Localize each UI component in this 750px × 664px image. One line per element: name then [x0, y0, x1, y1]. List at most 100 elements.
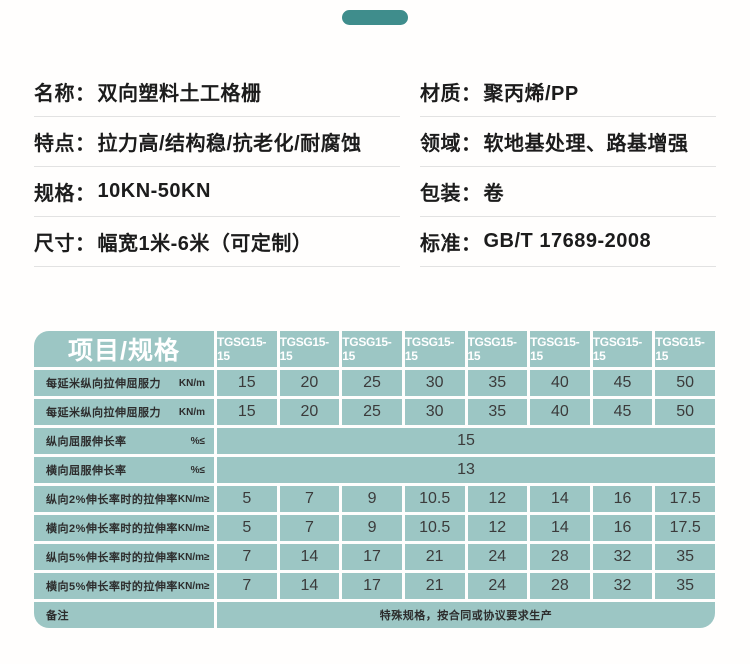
table-cell: 45	[592, 399, 653, 425]
row-label-text: 纵向2%伸长率时的拉伸率	[46, 494, 178, 506]
table-merged-cell: 15	[217, 428, 715, 454]
info-item-material: 材质： 聚丙烯/PP	[420, 67, 716, 117]
table-cell: 20	[279, 370, 340, 396]
row-unit-text: KN/m≥	[177, 522, 210, 534]
table-column-header: TGSG15-15	[530, 331, 590, 367]
table-corner-header: 项目/规格	[34, 331, 214, 367]
row-unit-text: KN/m≥	[177, 551, 210, 563]
table-cell: 30	[404, 399, 465, 425]
info-label: 名称：	[34, 83, 96, 105]
row-label-text: 横向屈服伸长率	[46, 465, 127, 477]
row-label-text: 每延米纵向拉伸屈服力	[46, 407, 161, 419]
row-unit-text: KN/m	[178, 406, 205, 418]
info-item-name: 名称： 双向塑料土工格栅	[34, 67, 400, 117]
row-unit-text: KN/m≥	[177, 493, 210, 505]
table-cell: 50	[655, 399, 715, 425]
product-info-section: 名称： 双向塑料土工格栅 材质： 聚丙烯/PP 特点： 拉力高/结构稳/抗老化/…	[34, 67, 716, 267]
info-label: 领域：	[420, 133, 482, 155]
info-row: 尺寸： 幅宽1米-6米（可定制） 标准： GB/T 17689-2008	[34, 217, 716, 267]
info-row: 特点： 拉力高/结构稳/抗老化/耐腐蚀 领域： 软地基处理、路基增强	[34, 117, 716, 167]
info-label: 规格：	[34, 183, 96, 205]
info-value: 10KN-50KN	[97, 180, 211, 202]
table-cell: 35	[655, 544, 715, 570]
info-value: 双向塑料土工格栅	[97, 83, 262, 105]
table-cell: 35	[655, 573, 715, 599]
row-label-text: 横向2%伸长率时的拉伸率	[46, 523, 178, 535]
info-item-standard: 标准： GB/T 17689-2008	[420, 217, 716, 267]
table-row-label: 横向5%伸长率时的拉伸率 KN/m≥	[34, 573, 214, 599]
info-value: 卷	[483, 183, 504, 205]
table-cell: 32	[592, 573, 653, 599]
row-label-text: 每延米纵向拉伸屈服力	[46, 378, 161, 390]
table-row-label: 纵向2%伸长率时的拉伸率 KN/m≥	[34, 486, 214, 512]
table-cell: 9	[342, 515, 402, 541]
table-row-label: 横向2%伸长率时的拉伸率 KN/m≥	[34, 515, 214, 541]
table-cell: 35	[467, 399, 528, 425]
spec-table: 项目/规格 TGSG15-15 TGSG15-15 TGSG15-15 TGSG…	[34, 331, 715, 628]
table-cell: 17.5	[655, 486, 715, 512]
table-cell: 17	[342, 573, 402, 599]
table-cell: 28	[530, 544, 590, 570]
table-column-header: TGSG15-15	[655, 331, 715, 367]
table-column-header: TGSG15-15	[467, 331, 528, 367]
table-cell: 12	[467, 486, 528, 512]
table-cell: 14	[279, 573, 340, 599]
info-item-spec: 规格： 10KN-50KN	[34, 167, 400, 217]
table-column-header: TGSG15-15	[404, 331, 465, 367]
table-cell: 35	[467, 370, 528, 396]
table-cell: 24	[467, 544, 528, 570]
table-cell: 14	[530, 486, 590, 512]
info-value: GB/T 17689-2008	[483, 230, 652, 252]
info-label: 包装：	[420, 183, 482, 205]
row-label-text: 备注	[46, 610, 69, 622]
table-cell: 28	[530, 573, 590, 599]
info-value: 聚丙烯/PP	[483, 83, 579, 105]
table-cell: 20	[279, 399, 340, 425]
table-cell: 25	[342, 370, 402, 396]
table-cell: 5	[217, 515, 277, 541]
table-cell: 17.5	[655, 515, 715, 541]
table-cell: 9	[342, 486, 402, 512]
table-cell: 40	[530, 370, 590, 396]
row-unit-text: KN/m≥	[177, 580, 210, 592]
table-cell: 7	[279, 515, 340, 541]
table-row-label: 纵向屈服伸长率 %≤	[34, 428, 214, 454]
table-cell: 21	[404, 573, 465, 599]
table-cell: 7	[279, 486, 340, 512]
info-item-package: 包装： 卷	[420, 167, 716, 217]
row-label-text: 横向5%伸长率时的拉伸率	[46, 581, 178, 593]
table-column-header: TGSG15-15	[592, 331, 653, 367]
info-label: 材质：	[420, 83, 482, 105]
info-value: 拉力高/结构稳/抗老化/耐腐蚀	[97, 133, 362, 155]
table-row-label: 纵向5%伸长率时的拉伸率 KN/m≥	[34, 544, 214, 570]
info-label: 特点：	[34, 133, 96, 155]
table-cell: 10.5	[404, 486, 465, 512]
table-cell: 50	[655, 370, 715, 396]
table-cell: 7	[217, 544, 277, 570]
table-cell: 24	[467, 573, 528, 599]
table-cell: 21	[404, 544, 465, 570]
table-cell: 17	[342, 544, 402, 570]
info-label: 尺寸：	[34, 233, 96, 255]
row-label-text: 纵向屈服伸长率	[46, 436, 127, 448]
info-item-features: 特点： 拉力高/结构稳/抗老化/耐腐蚀	[34, 117, 400, 167]
table-cell: 14	[279, 544, 340, 570]
row-label-text: 纵向5%伸长率时的拉伸率	[46, 552, 178, 564]
row-unit-text: KN/m	[178, 377, 205, 389]
table-cell: 32	[592, 544, 653, 570]
info-item-field: 领域： 软地基处理、路基增强	[420, 117, 716, 167]
row-unit-text: %≤	[190, 435, 205, 447]
table-remark-cell: 特殊规格，按合同或协议要求生产	[217, 602, 715, 628]
table-cell: 16	[592, 486, 653, 512]
info-row: 名称： 双向塑料土工格栅 材质： 聚丙烯/PP	[34, 67, 716, 117]
info-item-size: 尺寸： 幅宽1米-6米（可定制）	[34, 217, 400, 267]
info-value: 幅宽1米-6米（可定制）	[97, 233, 313, 255]
table-cell: 15	[217, 399, 277, 425]
table-cell: 15	[217, 370, 277, 396]
table-row-label: 横向屈服伸长率 %≤	[34, 457, 214, 483]
info-label: 标准：	[420, 233, 482, 255]
table-cell: 5	[217, 486, 277, 512]
table-column-header: TGSG15-15	[217, 331, 277, 367]
table-cell: 40	[530, 399, 590, 425]
table-row-label: 每延米纵向拉伸屈服力 KN/m	[34, 399, 214, 425]
